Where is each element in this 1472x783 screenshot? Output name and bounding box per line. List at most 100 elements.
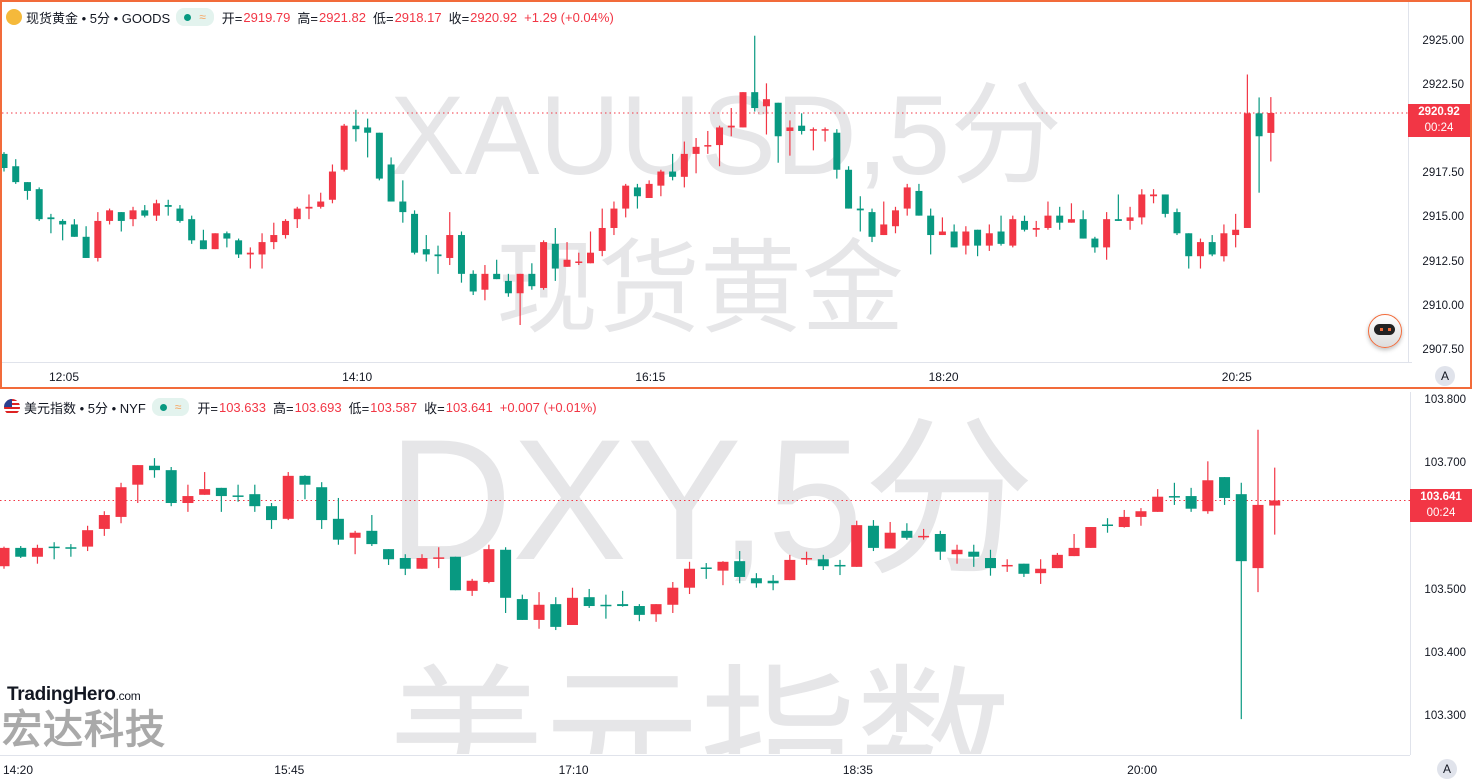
candle[interactable] (1009, 215, 1017, 248)
candle[interactable] (950, 224, 958, 248)
candle[interactable] (667, 582, 679, 613)
candle[interactable] (106, 208, 114, 225)
candle[interactable] (1135, 508, 1147, 526)
assistant-robot-icon[interactable] (1368, 314, 1402, 348)
candle[interactable] (483, 544, 495, 584)
candle[interactable] (774, 102, 782, 163)
auto-scale-button[interactable]: A (1437, 759, 1457, 779)
candle[interactable] (533, 592, 545, 629)
candle[interactable] (798, 113, 806, 135)
candle[interactable] (704, 130, 712, 154)
candle[interactable] (12, 159, 20, 184)
candle[interactable] (164, 199, 172, 216)
candle[interactable] (927, 208, 935, 255)
candle[interactable] (801, 551, 813, 565)
candle[interactable] (82, 226, 90, 258)
candle[interactable] (148, 458, 160, 478)
time-axis[interactable]: 14:20 15:45 17:10 18:35 20:00 (0, 755, 1410, 782)
candle[interactable] (232, 484, 244, 502)
candle[interactable] (305, 194, 313, 220)
candle[interactable] (349, 530, 361, 555)
candle[interactable] (199, 472, 211, 495)
candle[interactable] (211, 233, 219, 250)
candle[interactable] (750, 573, 762, 588)
candle[interactable] (762, 83, 770, 135)
candle[interactable] (249, 484, 261, 512)
candle[interactable] (1168, 482, 1180, 505)
price-axis[interactable]: 103.800 103.700 103.500 103.400 103.300 (1410, 392, 1472, 755)
candle[interactable] (716, 125, 724, 167)
candle[interactable] (1067, 203, 1075, 223)
candle[interactable] (767, 575, 779, 591)
candle[interactable] (563, 242, 571, 267)
candle[interactable] (47, 213, 55, 234)
candle[interactable] (962, 226, 970, 255)
candle[interactable] (1056, 206, 1064, 230)
candle[interactable] (1118, 509, 1130, 528)
candle[interactable] (669, 153, 677, 181)
candle[interactable] (845, 166, 853, 209)
candle[interactable] (583, 588, 595, 608)
candle[interactable] (352, 109, 360, 142)
candle[interactable] (915, 183, 923, 216)
candle[interactable] (481, 265, 489, 301)
candle[interactable] (610, 201, 618, 236)
candle[interactable] (1208, 235, 1216, 257)
candle[interactable] (700, 563, 712, 579)
candle[interactable] (199, 229, 207, 250)
candle[interactable] (884, 521, 896, 549)
candle[interactable] (411, 210, 419, 255)
candle[interactable] (364, 118, 372, 158)
gold-candlestick-plot[interactable] (2, 2, 1410, 362)
dxy-candlestick-plot[interactable] (0, 392, 1410, 754)
candle[interactable] (282, 472, 294, 521)
candle[interactable] (500, 547, 512, 613)
candle[interactable] (266, 503, 278, 529)
candle[interactable] (48, 542, 60, 560)
candle[interactable] (1126, 206, 1134, 230)
candle[interactable] (657, 169, 665, 197)
candle[interactable] (59, 219, 67, 241)
candle[interactable] (65, 544, 77, 557)
candle[interactable] (1232, 213, 1240, 248)
candle[interactable] (918, 528, 930, 540)
candle[interactable] (422, 235, 430, 262)
candle[interactable] (434, 245, 442, 274)
candle[interactable] (903, 183, 911, 216)
candle[interactable] (270, 222, 278, 250)
candle[interactable] (566, 587, 578, 625)
candle[interactable] (622, 183, 630, 218)
candle[interactable] (446, 212, 454, 266)
candle[interactable] (809, 127, 817, 151)
candle[interactable] (645, 180, 653, 198)
candle[interactable] (680, 141, 688, 188)
candle[interactable] (317, 192, 325, 209)
candle[interactable] (1018, 563, 1030, 577)
candle[interactable] (727, 108, 735, 137)
candle[interactable] (1267, 97, 1275, 162)
candle[interactable] (751, 35, 759, 112)
candle[interactable] (387, 157, 395, 202)
candle[interactable] (575, 252, 583, 266)
candle[interactable] (1068, 533, 1080, 557)
candle[interactable] (1173, 208, 1181, 236)
candle[interactable] (717, 561, 729, 586)
candle[interactable] (31, 544, 43, 564)
candle[interactable] (851, 520, 863, 567)
candle[interactable] (587, 231, 594, 264)
symbol-title[interactable]: 美元指数 • 5分 • NYF (24, 400, 146, 416)
candle[interactable] (117, 212, 125, 232)
candle[interactable] (1235, 482, 1247, 720)
candle[interactable] (692, 138, 700, 174)
candle[interactable] (600, 594, 612, 619)
candle[interactable] (821, 127, 829, 142)
candle[interactable] (35, 187, 43, 221)
candle[interactable] (633, 183, 641, 209)
candle[interactable] (516, 594, 528, 620)
candle[interactable] (1103, 212, 1111, 260)
candle[interactable] (449, 556, 461, 591)
candle[interactable] (516, 273, 524, 326)
auto-scale-button[interactable]: A (1435, 366, 1455, 386)
candle[interactable] (132, 465, 144, 504)
candle[interactable] (70, 219, 78, 237)
